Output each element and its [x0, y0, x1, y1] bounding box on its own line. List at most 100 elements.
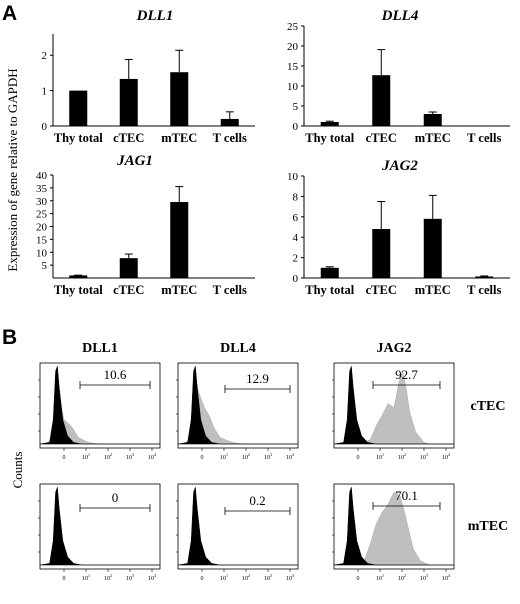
y-tick-label: 15 — [36, 234, 48, 246]
y-tick-label: 35 — [36, 183, 48, 195]
y-tick-label: 30 — [36, 196, 48, 208]
category-label: T cells — [213, 283, 247, 297]
category-label: Thy total — [305, 283, 354, 297]
bar — [69, 90, 88, 126]
y-tick-label: 25 — [36, 209, 48, 221]
y-tick-label: 8 — [293, 191, 299, 203]
histogram-mtec-dll4: 0 101 102 103 104 0.2 — [176, 483, 299, 582]
x-tick-label: 0 — [63, 576, 66, 582]
x-tick-label: 104 — [148, 452, 156, 461]
category-label: mTEC — [415, 131, 451, 145]
x-tick-label: 101 — [82, 573, 90, 582]
gate-percentage: 70.1 — [395, 488, 418, 503]
x-tick-label: 101 — [376, 452, 384, 461]
histogram-mtec-dll1: 0 101 102 103 104 0 — [38, 483, 161, 582]
control-histogram — [39, 487, 160, 566]
y-tick-label: 2 — [42, 50, 48, 62]
bar — [423, 218, 442, 278]
bar — [320, 122, 339, 126]
x-tick-label: 103 — [420, 452, 428, 461]
chart-title: JAG1 — [116, 153, 153, 169]
x-tick-label: 0 — [63, 455, 66, 461]
x-tick-label: 101 — [82, 452, 90, 461]
category-label: Thy total — [305, 131, 354, 145]
column-label-dll4: DLL4 — [220, 341, 256, 356]
gate-percentage: 12.9 — [246, 371, 269, 386]
bar-chart-jag2: JAG2 0 2 4 6 8 10 Thy total cTEC mTEC T cells — [287, 158, 510, 297]
category-label: T cells — [467, 131, 501, 145]
category-label: T cells — [213, 131, 247, 145]
x-tick-label: 101 — [376, 573, 384, 582]
category-label: cTEC — [366, 283, 397, 297]
category-label: mTEC — [415, 283, 451, 297]
column-label-jag2: JAG2 — [377, 341, 412, 356]
bar — [475, 276, 494, 278]
bar — [170, 202, 189, 278]
bar-chart-dll4: DLL4 0 5 10 15 20 25 Thy total cTEC mTEC T cells — [287, 8, 510, 145]
bar-chart-dll1: DLL1 0 1 2 Thy total cTEC mTEC T cells — [42, 8, 255, 145]
panel-label-b: B — [2, 326, 17, 349]
x-tick-label: 102 — [104, 573, 112, 582]
control-histogram — [177, 487, 298, 566]
x-tick-label: 0 — [357, 455, 360, 461]
column-label-dll1: DLL1 — [82, 341, 118, 356]
y-tick-label: 0 — [293, 121, 299, 133]
control-histogram — [333, 366, 454, 445]
bar — [170, 72, 189, 126]
y-tick-label: 0 — [42, 121, 48, 133]
category-label: cTEC — [113, 283, 144, 297]
histogram-frame — [177, 362, 299, 449]
category-label: Thy total — [54, 283, 103, 297]
y-tick-label: 10 — [36, 247, 48, 259]
histogram-ctec-dll1: 0 101 102 103 104 10.6 — [38, 362, 161, 461]
category-label: T cells — [467, 283, 501, 297]
x-tick-label: 102 — [398, 573, 406, 582]
stained-histogram — [334, 491, 454, 566]
chart-title: JAG2 — [381, 158, 418, 174]
category-label: cTEC — [113, 131, 144, 145]
y-tick-label: 2 — [293, 253, 299, 265]
control-histogram — [333, 487, 454, 566]
x-tick-label: 104 — [442, 452, 450, 461]
y-tick-label: 5 — [293, 101, 299, 113]
x-tick-label: 103 — [264, 573, 272, 582]
y-tick-label: 20 — [287, 41, 299, 53]
bar — [320, 267, 339, 278]
bar — [372, 229, 391, 278]
histogram-ctec-dll4: 0 101 102 103 104 12.9 — [176, 362, 299, 461]
x-tick-label: 103 — [126, 452, 134, 461]
x-tick-label: 102 — [104, 452, 112, 461]
y-tick-label: 0 — [293, 273, 299, 285]
bar — [69, 275, 88, 278]
control-histogram — [177, 366, 298, 445]
gate-percentage: 92.7 — [395, 367, 418, 382]
x-tick-label: 104 — [286, 452, 294, 461]
panel-label-a: A — [2, 2, 17, 25]
gate-percentage: 10.6 — [104, 367, 127, 382]
y-tick-label: 20 — [36, 222, 48, 234]
x-tick-label: 0 — [201, 576, 204, 582]
bar — [119, 78, 138, 126]
y-tick-label: 10 — [287, 81, 299, 93]
category-label: mTEC — [161, 283, 197, 297]
bar — [119, 258, 138, 278]
x-tick-label: 0 — [201, 455, 204, 461]
stained-histogram — [334, 370, 454, 445]
histogram-frame — [333, 362, 455, 449]
histogram-frame — [333, 483, 455, 570]
y-tick-label: 5 — [42, 260, 48, 272]
x-tick-label: 102 — [242, 573, 250, 582]
chart-title: DLL4 — [381, 8, 419, 24]
x-tick-label: 101 — [220, 573, 228, 582]
row-label-mtec: mTEC — [468, 519, 508, 534]
histogram-frame — [39, 362, 161, 449]
y-tick-label: 40 — [36, 170, 48, 182]
category-label: cTEC — [366, 131, 397, 145]
bar — [423, 114, 442, 126]
chart-title: DLL1 — [136, 8, 174, 24]
x-tick-label: 102 — [398, 452, 406, 461]
y-tick-label: 6 — [293, 212, 299, 224]
